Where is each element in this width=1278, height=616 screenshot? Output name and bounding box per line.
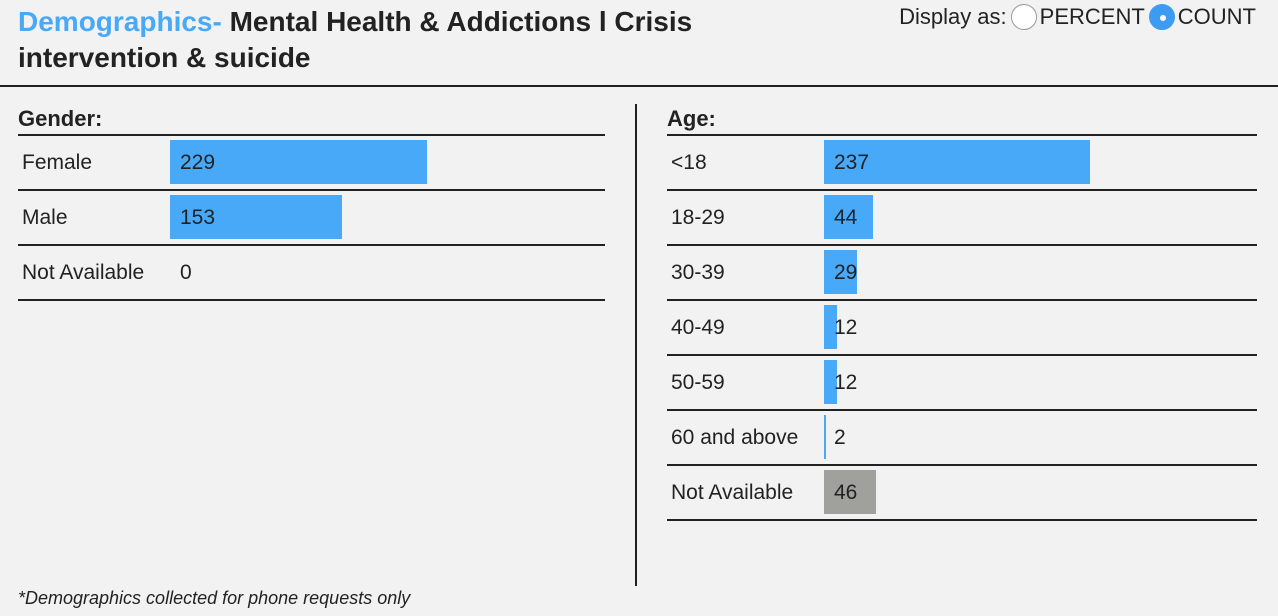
age-row-30-39: 30-39 29 <box>667 246 1257 301</box>
age-label-18-29: 18-29 <box>671 206 725 229</box>
age-row-18: <18 237 <box>667 136 1257 191</box>
percent-option-label[interactable]: PERCENT <box>1039 4 1145 29</box>
age-value-50-59: 12 <box>834 371 858 394</box>
age-row-18-29: 18-29 44 <box>667 191 1257 246</box>
title-main: Mental Health & Addictions l Crisis inte… <box>18 6 693 73</box>
age-row-50-59: 50-59 12 <box>667 356 1257 411</box>
age-row-60-and-above: 60 and above 2 <box>667 411 1257 466</box>
gender-bar-female <box>170 140 428 184</box>
title-prefix: Demographics- <box>18 6 222 37</box>
age-value-30-39: 29 <box>834 261 858 284</box>
gender-label-not-available: Not Available <box>22 261 145 284</box>
age-bar-60-and-above <box>824 415 827 459</box>
gender-label-male: Male <box>22 206 68 229</box>
gender-value-female: 229 <box>180 151 216 174</box>
age-panel: Age: <18 237 18-29 44 30-39 29 40-49 12 50-59 12 6… <box>667 104 1257 521</box>
age-label-40-49: 40-49 <box>671 316 725 339</box>
age-value-40-49: 12 <box>834 316 858 339</box>
gender-panel: Gender: Female 229 Male 153 Not Available 0 <box>18 104 605 301</box>
gender-bar-male <box>170 195 342 239</box>
page-title: Demographics- Mental Health & Addictions… <box>18 4 778 76</box>
footnote: *Demographics collected for phone reques… <box>18 588 411 608</box>
gender-row-female: Female 229 <box>18 136 605 191</box>
age-bar-not-available <box>824 470 876 514</box>
panel-divider <box>635 104 637 586</box>
age-rows: <18 237 18-29 44 30-39 29 40-49 12 50-59 12 60 and… <box>667 136 1257 521</box>
gender-row-not-available: Not Available 0 <box>18 246 605 301</box>
age-bar-40-49 <box>824 305 838 349</box>
age-label-18: <18 <box>671 151 707 174</box>
age-value-18: 237 <box>834 151 870 174</box>
gender-label-female: Female <box>22 151 93 174</box>
age-label-not-available: Not Available <box>671 481 794 504</box>
age-bar-18 <box>824 140 1090 184</box>
gender-row-male: Male 153 <box>18 191 605 246</box>
age-label-60-and-above: 60 and above <box>671 426 799 449</box>
display-toggle: Display as: PERCENT COUNT <box>899 4 1256 30</box>
count-option-label[interactable]: COUNT <box>1177 4 1256 29</box>
percent-radio[interactable] <box>1010 4 1037 30</box>
age-title: Age: <box>667 104 1257 136</box>
age-value-18-29: 44 <box>834 206 858 229</box>
gender-value-male: 153 <box>180 206 216 229</box>
gender-title: Gender: <box>18 104 605 136</box>
age-value-60-and-above: 2 <box>834 426 846 449</box>
age-value-not-available: 46 <box>834 481 858 504</box>
header: Demographics- Mental Health & Addictions… <box>0 0 1278 87</box>
age-bar-18-29 <box>824 195 874 239</box>
age-bar-50-59 <box>824 360 838 404</box>
display-label: Display as: <box>899 4 1007 29</box>
age-label-50-59: 50-59 <box>671 371 725 394</box>
age-bar-30-39 <box>824 250 857 294</box>
age-label-30-39: 30-39 <box>671 261 725 284</box>
count-radio[interactable] <box>1148 4 1175 30</box>
gender-rows: Female 229 Male 153 Not Available 0 <box>18 136 605 301</box>
age-row-not-available: Not Available 46 <box>667 466 1257 521</box>
gender-value-not-available: 0 <box>180 261 192 284</box>
age-row-40-49: 40-49 12 <box>667 301 1257 356</box>
